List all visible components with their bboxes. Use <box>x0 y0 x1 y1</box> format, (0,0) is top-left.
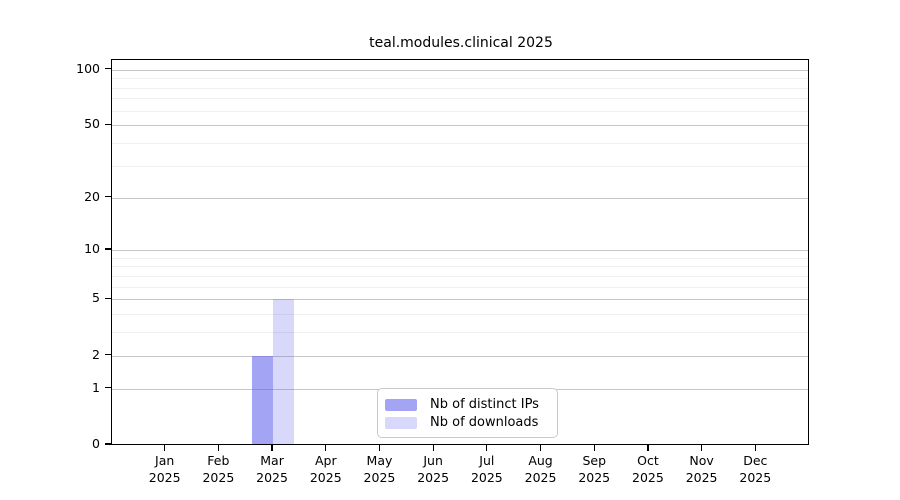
legend-label: Nb of distinct IPs <box>430 397 539 412</box>
gridline-major <box>112 250 808 252</box>
gridline-major <box>112 197 808 199</box>
legend-item: Nb of distinct IPs <box>385 396 549 413</box>
legend: Nb of distinct IPs Nb of downloads <box>377 388 558 438</box>
y-tick-mark <box>105 297 111 299</box>
y-tick-mark <box>105 387 111 389</box>
x-tick-mark <box>217 445 219 451</box>
y-tick-label: 0 <box>92 436 100 451</box>
x-tick-mark <box>701 445 703 451</box>
y-tick-mark <box>105 354 111 356</box>
legend-item: Nb of downloads <box>385 414 549 431</box>
y-tick-label: 20 <box>84 188 100 204</box>
chart-title: teal.modules.clinical 2025 <box>369 35 553 51</box>
x-tick-label: Jun 2025 <box>417 453 450 485</box>
x-tick-mark <box>164 445 166 451</box>
gridline-minor <box>112 275 808 277</box>
gridline-minor <box>112 314 808 316</box>
x-tick-label: Nov 2025 <box>685 453 718 485</box>
y-tick-mark <box>105 123 111 125</box>
gridline-major <box>112 125 808 127</box>
gridline-major <box>112 69 808 71</box>
bar-distinct-ips <box>252 355 274 444</box>
y-tick-label: 50 <box>84 116 100 132</box>
gridline-minor <box>112 286 808 288</box>
gridline-major <box>112 355 808 357</box>
legend-swatch <box>385 416 417 429</box>
x-tick-label: Mar 2025 <box>256 453 288 485</box>
x-tick-mark <box>593 445 595 451</box>
y-tick-label: 2 <box>92 346 100 362</box>
y-tick-mark <box>105 68 111 70</box>
y-tick-label: 10 <box>84 241 100 257</box>
x-tick-mark <box>539 445 542 451</box>
gridline-minor <box>112 110 808 112</box>
x-tick-mark <box>647 445 649 451</box>
gridline-major <box>112 299 808 301</box>
gridline-minor <box>112 78 808 80</box>
plot-inner <box>112 60 808 444</box>
x-tick-mark <box>325 445 327 451</box>
x-tick-mark <box>754 445 756 451</box>
x-tick-label: Sep 2025 <box>578 453 611 485</box>
gridline-minor <box>112 257 808 259</box>
x-tick-mark <box>432 445 434 451</box>
gridline-minor <box>112 87 808 89</box>
gridline-minor <box>112 98 808 100</box>
x-tick-label: Jan 2025 <box>148 453 181 485</box>
x-tick-mark <box>271 445 273 451</box>
x-tick-label: Feb 2025 <box>202 453 235 485</box>
x-tick-label: Oct 2025 <box>632 453 664 485</box>
y-tick-label: 5 <box>92 290 100 306</box>
legend-label: Nb of downloads <box>430 415 539 430</box>
y-tick-label: 1 <box>92 379 100 395</box>
gridline-minor <box>112 143 808 145</box>
y-tick-mark <box>105 195 111 198</box>
legend-swatch <box>385 398 417 411</box>
gridline-minor <box>112 332 808 334</box>
x-tick-label: May 2025 <box>363 453 396 485</box>
x-tick-label: Aug 2025 <box>524 453 557 485</box>
gridline-minor <box>112 266 808 268</box>
gridline-minor <box>112 165 808 167</box>
x-tick-label: Dec 2025 <box>739 453 772 485</box>
x-tick-mark <box>486 445 488 451</box>
y-tick-mark <box>105 248 111 250</box>
bar-downloads <box>273 299 295 444</box>
x-tick-label: Apr 2025 <box>309 453 342 485</box>
y-tick-label: 100 <box>76 60 100 76</box>
x-tick-mark <box>378 445 381 451</box>
x-tick-label: Jul 2025 <box>470 453 503 485</box>
y-tick-mark <box>105 443 111 445</box>
